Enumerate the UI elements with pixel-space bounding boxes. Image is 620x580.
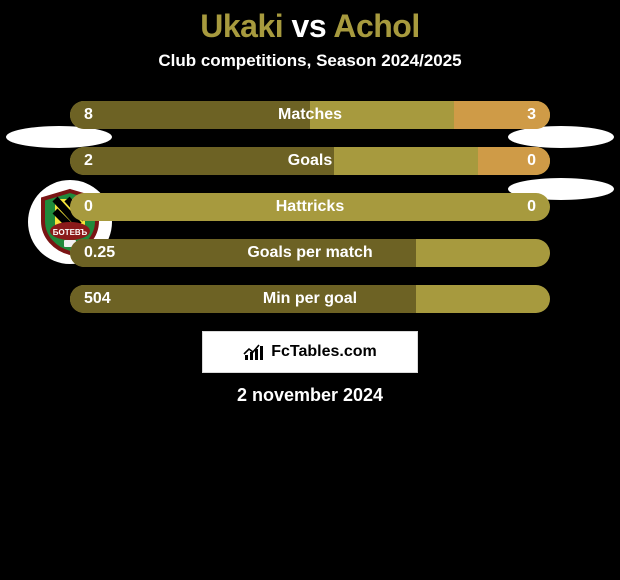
stat-row: 504Min per goal	[70, 285, 550, 313]
player1-name: Ukaki	[200, 8, 283, 44]
vs-label: vs	[292, 8, 327, 44]
stat-label: Goals	[70, 147, 550, 175]
avatar-placeholder-left	[6, 126, 112, 148]
stat-row: 2Goals0	[70, 147, 550, 175]
stat-value-right: 0	[527, 193, 536, 221]
stat-label: Hattricks	[70, 193, 550, 221]
avatar-placeholder-right	[508, 126, 614, 148]
stat-label: Min per goal	[70, 285, 550, 313]
stat-label: Goals per match	[70, 239, 550, 267]
footer-date: 2 november 2024	[0, 385, 620, 406]
stats-container: 8Matches32Goals00Hattricks00.25Goals per…	[70, 101, 550, 313]
stat-label: Matches	[70, 101, 550, 129]
player2-name: Achol	[333, 8, 419, 44]
stat-row: 0Hattricks0	[70, 193, 550, 221]
bar-chart-icon	[243, 343, 265, 361]
watermark-text: FcTables.com	[271, 343, 377, 361]
stat-value-right: 3	[527, 101, 536, 129]
subtitle: Club competitions, Season 2024/2025	[0, 51, 620, 101]
page-title: Ukaki vs Achol	[0, 0, 620, 51]
stat-value-right: 0	[527, 147, 536, 175]
watermark[interactable]: FcTables.com	[202, 331, 418, 373]
svg-text:БОТЕВЪ: БОТЕВЪ	[53, 228, 88, 237]
stat-row: 0.25Goals per match	[70, 239, 550, 267]
stat-row: 8Matches3	[70, 101, 550, 129]
